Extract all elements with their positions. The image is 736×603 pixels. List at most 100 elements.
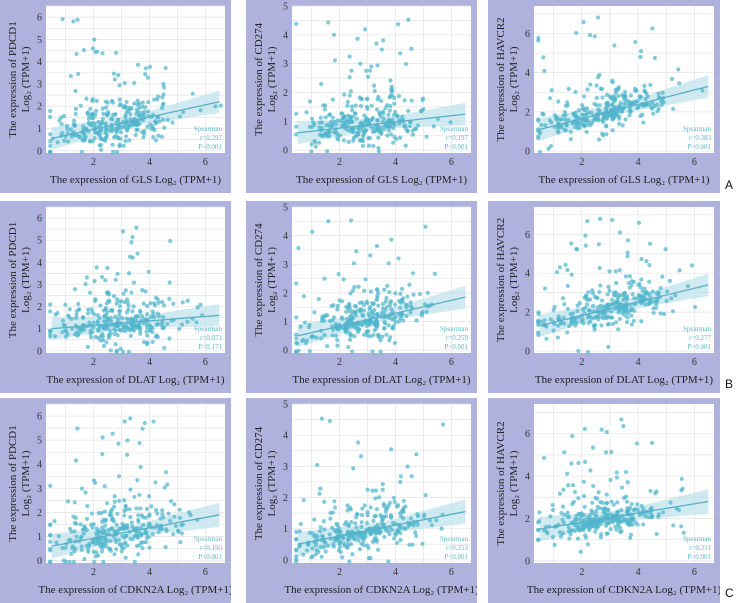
data-point <box>143 289 148 294</box>
data-point <box>624 320 630 325</box>
data-point <box>376 290 381 295</box>
data-point <box>572 489 578 495</box>
data-point <box>326 129 331 134</box>
data-point <box>135 314 141 319</box>
data-point <box>647 279 652 284</box>
data-point <box>586 119 591 124</box>
data-point <box>365 512 370 518</box>
data-point <box>154 322 159 327</box>
data-point <box>631 279 636 285</box>
data-point <box>581 494 587 499</box>
data-point <box>335 307 340 312</box>
data-point <box>398 474 403 479</box>
x-axis-label: The expression of DLAT Log₂ (TPM+1) <box>535 374 714 386</box>
data-point <box>578 522 583 527</box>
data-point <box>620 123 625 128</box>
data-point <box>318 336 324 341</box>
x-tick-label: 4 <box>393 357 398 368</box>
data-point <box>173 523 178 529</box>
data-point <box>440 422 446 427</box>
data-point <box>382 287 387 292</box>
y-tick-label: 4 <box>37 258 42 269</box>
y-tick-label: 4 <box>283 30 288 41</box>
data-point <box>147 64 153 69</box>
data-point <box>366 143 372 148</box>
data-point <box>632 296 637 301</box>
data-point <box>342 522 348 527</box>
data-point <box>383 299 388 304</box>
data-point <box>157 119 162 124</box>
x-axis-label: The expression of DLAT Log₂ (TPM+1) <box>46 374 225 386</box>
data-point <box>310 124 315 129</box>
data-point <box>394 504 400 509</box>
data-point <box>320 534 326 540</box>
data-point <box>129 316 134 321</box>
data-point <box>48 548 53 553</box>
data-point <box>605 292 610 297</box>
data-point <box>387 303 393 308</box>
data-point <box>89 335 94 340</box>
data-point <box>397 526 402 531</box>
data-point <box>673 293 678 298</box>
data-point <box>375 97 380 102</box>
data-point <box>352 334 357 339</box>
data-point <box>396 256 401 261</box>
data-point <box>68 526 73 531</box>
data-point <box>352 304 358 309</box>
data-point <box>163 65 168 70</box>
x-tick-label: 4 <box>147 157 152 168</box>
data-point <box>630 292 635 297</box>
data-point <box>93 334 98 340</box>
data-point <box>543 123 548 128</box>
data-point <box>156 94 161 99</box>
y-tick-label: 5 <box>283 2 288 13</box>
data-point <box>63 545 68 550</box>
data-point <box>87 139 93 144</box>
data-point <box>375 117 380 123</box>
data-point <box>107 546 113 552</box>
data-point <box>671 523 676 528</box>
data-point <box>96 511 101 516</box>
data-point <box>311 120 316 125</box>
data-point <box>84 275 89 280</box>
data-point <box>341 138 346 143</box>
data-point <box>356 538 361 543</box>
data-point <box>306 325 312 330</box>
data-point <box>566 529 572 534</box>
data-point <box>111 71 116 76</box>
data-point <box>167 296 172 301</box>
data-point <box>123 555 128 560</box>
data-point <box>609 449 614 455</box>
data-point <box>61 322 66 327</box>
data-point <box>557 265 562 270</box>
data-point <box>405 128 410 133</box>
x-tick-label: 2 <box>579 157 584 168</box>
data-point <box>628 532 634 537</box>
data-point <box>622 309 627 314</box>
data-point <box>398 537 403 543</box>
data-point <box>347 93 352 98</box>
data-point <box>383 105 388 111</box>
data-point <box>389 237 394 242</box>
data-point <box>661 510 666 515</box>
data-point <box>118 346 123 351</box>
data-point <box>339 123 344 128</box>
data-point <box>606 284 611 289</box>
data-point <box>73 88 78 94</box>
data-point <box>349 108 355 113</box>
data-point <box>431 124 436 129</box>
stat-r-label: r=0.253 <box>446 544 469 552</box>
data-point <box>94 130 99 135</box>
data-point <box>566 524 571 530</box>
x-tick-label: 4 <box>636 157 641 168</box>
y-tick-label: 3 <box>37 79 42 90</box>
scatter-chart: 2 4 6 0 1 2 3 4 5 The expression of CDKN2A Log₂ (… <box>253 400 477 597</box>
y-tick-label: 0 <box>525 147 530 158</box>
data-point <box>118 542 124 547</box>
data-point <box>396 94 402 99</box>
data-point <box>390 317 395 322</box>
data-point <box>108 348 113 353</box>
data-point <box>610 512 615 517</box>
data-point <box>330 333 335 338</box>
data-point <box>318 525 323 530</box>
